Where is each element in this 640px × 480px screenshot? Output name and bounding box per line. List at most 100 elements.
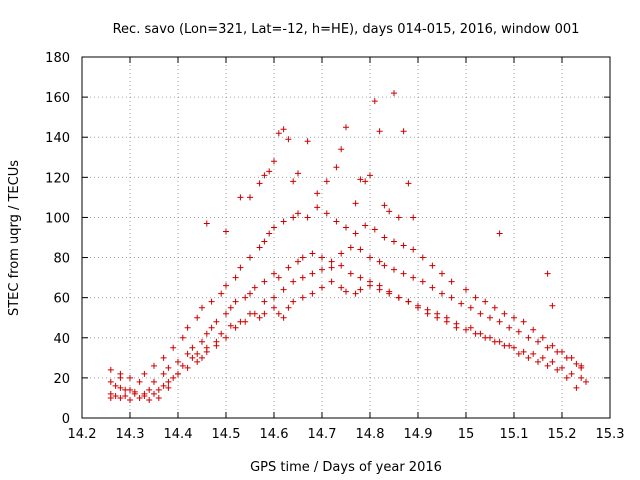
data-point xyxy=(170,344,177,351)
data-point xyxy=(434,310,441,317)
data-point xyxy=(400,128,407,135)
data-point xyxy=(184,324,191,331)
data-point xyxy=(170,374,177,381)
data-point xyxy=(107,366,114,373)
data-point xyxy=(136,378,143,385)
data-point xyxy=(227,322,234,329)
data-point xyxy=(319,266,325,273)
data-point xyxy=(477,310,484,317)
data-point xyxy=(544,362,551,369)
data-point xyxy=(122,386,129,393)
data-point xyxy=(328,258,335,265)
data-point xyxy=(386,208,393,215)
data-point xyxy=(314,190,321,197)
chart-title: Rec. savo (Lon=321, Lat=-12, h=HE), days… xyxy=(113,22,580,37)
data-point xyxy=(338,146,345,153)
x-tick-label: 14.6 xyxy=(260,427,289,442)
data-point xyxy=(189,354,196,361)
data-point xyxy=(395,214,402,221)
data-point xyxy=(352,200,359,207)
y-tick-label: 0 xyxy=(62,412,70,427)
data-point xyxy=(131,390,138,397)
data-point xyxy=(400,242,407,249)
data-point xyxy=(309,290,316,297)
data-point xyxy=(165,364,172,371)
data-point xyxy=(194,314,201,321)
data-point xyxy=(117,394,124,401)
data-point xyxy=(559,364,565,371)
data-point xyxy=(539,334,546,341)
data-point xyxy=(261,238,268,245)
data-point xyxy=(304,138,311,145)
x-tick-label: 14.4 xyxy=(164,427,193,442)
data-point xyxy=(381,234,388,241)
data-point xyxy=(573,384,580,391)
data-point xyxy=(194,350,201,357)
data-point xyxy=(314,204,321,211)
data-point xyxy=(559,348,565,355)
data-point xyxy=(285,304,292,311)
data-point xyxy=(256,180,263,187)
data-point xyxy=(319,284,325,291)
data-point xyxy=(165,384,172,391)
data-point xyxy=(400,270,407,277)
data-point xyxy=(405,180,412,187)
data-point xyxy=(203,344,210,351)
data-point xyxy=(319,254,325,261)
y-tick-label: 140 xyxy=(45,131,70,146)
data-point xyxy=(333,164,340,171)
data-points xyxy=(107,90,589,403)
data-point xyxy=(496,230,503,237)
data-point xyxy=(155,394,162,401)
data-point xyxy=(280,218,287,225)
data-point xyxy=(184,364,191,371)
data-point xyxy=(271,294,277,301)
x-axis-label: GPS time / Days of year 2016 xyxy=(250,460,442,475)
data-point xyxy=(151,390,157,397)
data-point xyxy=(141,392,148,399)
data-point xyxy=(179,362,186,369)
data-point xyxy=(443,314,450,321)
data-point xyxy=(496,318,503,325)
data-point xyxy=(194,358,201,365)
data-point xyxy=(333,218,340,225)
data-point xyxy=(141,370,148,377)
data-point xyxy=(179,334,186,341)
data-point xyxy=(376,128,383,135)
x-tick-label: 14.5 xyxy=(212,427,241,442)
data-point xyxy=(256,244,263,251)
data-point xyxy=(463,326,469,333)
data-point xyxy=(323,210,330,217)
x-tick-label: 15.3 xyxy=(596,427,625,442)
data-point xyxy=(280,314,287,321)
data-point xyxy=(410,246,417,253)
data-point xyxy=(208,324,215,331)
data-point xyxy=(525,354,532,361)
data-point xyxy=(266,168,273,175)
data-point xyxy=(573,360,580,367)
data-point xyxy=(357,246,364,253)
data-point xyxy=(347,270,354,277)
data-point xyxy=(136,394,143,401)
data-point xyxy=(491,304,498,311)
plot-area-frame xyxy=(81,56,611,419)
y-tick-label: 160 xyxy=(45,91,70,106)
data-point xyxy=(309,270,316,277)
data-point xyxy=(458,300,465,307)
gridlines xyxy=(82,57,610,418)
data-point xyxy=(376,282,383,289)
data-point xyxy=(530,350,537,357)
data-point xyxy=(448,278,455,285)
data-point xyxy=(122,392,129,399)
data-point xyxy=(362,222,369,229)
data-point xyxy=(199,354,205,361)
data-point xyxy=(112,392,119,399)
data-point xyxy=(323,178,330,185)
data-point xyxy=(247,254,253,261)
data-point xyxy=(290,178,297,185)
x-tick-label: 14.8 xyxy=(356,427,385,442)
data-point xyxy=(520,318,527,325)
data-point xyxy=(352,290,359,297)
data-point xyxy=(482,298,489,305)
data-point xyxy=(280,286,287,293)
